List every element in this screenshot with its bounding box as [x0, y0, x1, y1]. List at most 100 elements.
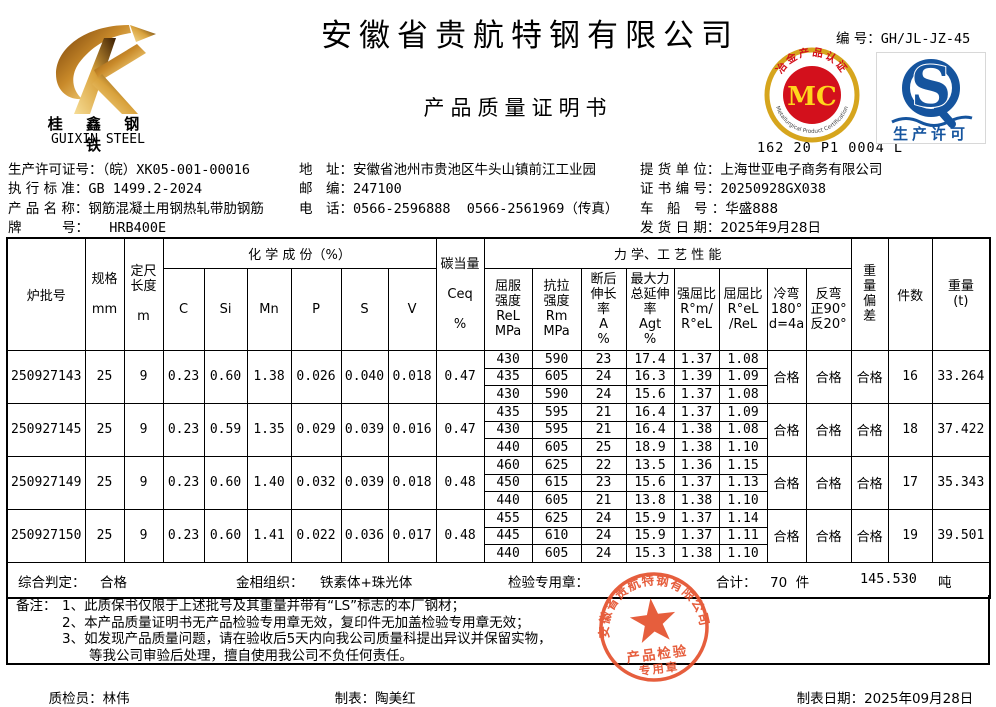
license-no-value: （皖）XK05-001-00016: [102, 162, 251, 178]
mech-value: 15.6: [625, 384, 675, 404]
mech-value: 1.09: [718, 367, 768, 386]
chem-v: 0.018: [387, 349, 437, 404]
table-header-row-1: 炉批号 规格 mm 定尺 长度 m 化 学 成 份（%） 碳当量 Ceq % 力…: [6, 237, 991, 351]
doc-number: 编 号：GH/JL-JZ-45: [836, 27, 970, 47]
mech-value: 1.39: [673, 367, 720, 386]
metallography-value: 铁素体+珠光体: [320, 574, 413, 591]
product-name-value: 钢筋混凝土用钢热轧带肋钢筋: [88, 200, 264, 217]
inspection-seal-label: 检验专用章：: [508, 574, 589, 591]
guixin-logo-icon: [34, 22, 162, 116]
mc-code: 162 20 P1 0004 L: [757, 140, 904, 156]
table-header-row-2: C Si Mn P S V 屈服 强度 ReL MPa 抗拉 强度 Rm MPa…: [7, 267, 990, 351]
mech-value: 605: [531, 490, 582, 510]
notes-label: 备注：: [16, 598, 57, 614]
mech-value: 430: [483, 349, 533, 369]
mech-value: 15.9: [625, 526, 675, 545]
mech-value: 1.11: [718, 526, 768, 545]
table-row: 250927150 25 9 0.23 0.60 1.41 0.022 0.03…: [6, 508, 991, 563]
weight-dev-result: 合格: [850, 455, 889, 510]
sq-letter: S: [911, 54, 951, 120]
col-header-elongation: 断后 伸长 率 A %: [580, 267, 627, 351]
col-header-c: C: [162, 267, 205, 351]
col-header-spec: 规格 mm: [84, 237, 125, 351]
col-header-weight-dev: 重 量 偏 差: [850, 237, 889, 351]
chem-mn: 1.40: [246, 455, 292, 510]
mech-value: 24: [580, 367, 627, 386]
length-value: 9: [123, 455, 164, 510]
note-line-2: 2、本产品质量证明书无产品检验专用章无效，复印件无加盖检验专用章无效；: [62, 614, 530, 631]
table-row: 445 610 24 15.9 1.37 1.11: [7, 526, 990, 545]
mech-value: 25: [580, 437, 627, 457]
address-line: 地 址：安徽省池州市贵池区牛头山镇前江工业园: [299, 161, 618, 180]
col-header-rel: 屈服 强度 ReL MPa: [483, 267, 533, 351]
chem-c: 0.23: [162, 508, 205, 563]
chem-v: 0.017: [387, 508, 437, 563]
chem-p: 0.029: [290, 402, 342, 457]
mech-value: 1.08: [718, 384, 768, 404]
col-header-s: S: [340, 267, 389, 351]
spec-value: 25: [84, 508, 125, 563]
license-no-line: 生产许可证号：（皖）XK05-001-00016: [8, 161, 264, 180]
col-header-mn: Mn: [246, 267, 292, 351]
mech-value: 1.08: [718, 420, 768, 439]
mech-value: 1.38: [673, 490, 720, 510]
sq-license-icon: S 生产许可: [876, 52, 986, 148]
note-line-3: 3、如发现产品质量问题，请在验收后5天内向我公司质量科提出异议并保留实物，: [62, 631, 552, 647]
mech-value: 1.14: [718, 508, 768, 528]
mech-value: 21: [580, 420, 627, 439]
info-right-column: 提 货 单 位：上海世亚电子商务有限公司 证 书 编 号：20250928GX0…: [640, 161, 882, 238]
table-row: 440 605 21 13.8 1.38 1.10: [7, 490, 990, 510]
total-weight: 145.530: [860, 570, 917, 587]
mech-value: 18.9: [625, 437, 675, 457]
document-title: 产品质量证明书: [423, 96, 613, 120]
mech-value: 1.37: [673, 526, 720, 545]
ceq-value: 0.48: [435, 455, 485, 510]
mech-value: 15.3: [625, 543, 675, 563]
total-pieces: 70 件: [770, 574, 810, 591]
phone-value: 0566-2596888 0566-2561969（传真）: [353, 200, 619, 217]
col-header-rm: 抗拉 强度 Rm MPa: [531, 267, 582, 351]
consignee-label: 提 货 单 位：: [640, 162, 721, 178]
table-row: 440 605 24 15.3 1.38 1.10: [7, 543, 990, 563]
mech-value: 15.9: [625, 508, 675, 528]
mech-value: 440: [483, 437, 533, 457]
mech-section-title: 力 学、工 艺 性 能: [483, 237, 852, 269]
col-header-reverse-bend: 反弯 正90° 反20°: [805, 267, 852, 351]
chem-s: 0.040: [340, 349, 389, 404]
chem-mn: 1.35: [246, 402, 292, 457]
notes-lines: 1、此质保书仅限于上述批号及其重量并带有“LS”标志的本厂钢材； 2、本产品质量…: [62, 598, 552, 664]
mech-value: 23: [580, 473, 627, 492]
standard-line: 执 行 标 准：GB 1499.2-2024: [8, 180, 264, 199]
weight-dev-result: 合格: [850, 508, 889, 563]
mech-value: 430: [483, 384, 533, 404]
ceq-value: 0.47: [435, 349, 485, 404]
mech-value: 1.37: [673, 349, 720, 369]
table-row: 435 605 24 16.3 1.39 1.09: [7, 367, 990, 386]
reverse-bend-result: 合格: [805, 508, 852, 563]
mech-value: 24: [580, 543, 627, 563]
mech-value: 445: [483, 526, 533, 545]
spec-value: 25: [84, 349, 125, 404]
grade-label: 牌 号：: [8, 219, 83, 236]
company-title: 安徽省贵航特钢有限公司: [321, 18, 739, 54]
table-row: 450 615 23 15.6 1.37 1.13: [7, 473, 990, 492]
postcode-line: 邮 编：247100: [299, 180, 618, 199]
grade-line: 牌 号： HRB400E: [8, 219, 264, 238]
vehicle-label: 车 船 号 ：: [640, 200, 726, 217]
mech-value: 625: [531, 508, 582, 528]
table-date-line: 制表日期：2025年09月28日: [788, 671, 974, 707]
cold-bend-result: 合格: [766, 349, 807, 404]
table-date-value: 2025年09月28日: [864, 691, 974, 707]
mech-value: 21: [580, 490, 627, 510]
mech-value: 435: [483, 402, 533, 422]
weight-dev-result: 合格: [850, 349, 889, 404]
col-header-batch: 炉批号: [6, 237, 86, 351]
consignee-value: 上海世亚电子商务有限公司: [720, 162, 883, 178]
mech-value: 24: [580, 384, 627, 404]
mech-value: 1.13: [718, 473, 768, 492]
chem-section-title: 化 学 成 份（%）: [162, 237, 437, 269]
inspection-seal-stamp-icon: 安徽省贵航特钢有限公司 产品检验 专用章: [589, 566, 715, 690]
ceq-value: 0.47: [435, 402, 485, 457]
mech-value: 16.4: [625, 420, 675, 439]
col-header-length: 定尺 长度 m: [123, 237, 164, 351]
